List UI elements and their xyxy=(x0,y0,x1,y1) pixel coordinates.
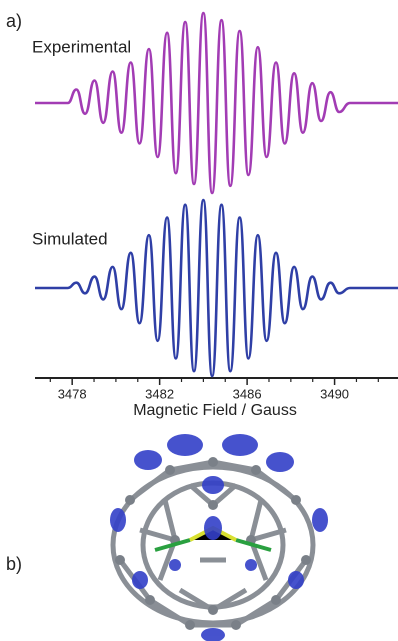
x-tick-label: 3490 xyxy=(320,386,349,401)
figure: a) b) xyxy=(0,0,398,641)
spectrum-line xyxy=(35,200,398,376)
panel-label: a) xyxy=(6,11,22,31)
x-axis-title: Magnetic Field / Gauss xyxy=(133,402,297,419)
x-tick-label: 3478 xyxy=(58,386,87,401)
x-tick-label: 3486 xyxy=(233,386,262,401)
series-label: Experimental xyxy=(32,37,131,56)
molecule-rendering xyxy=(110,434,328,641)
x-tick-label: 3482 xyxy=(145,386,174,401)
series-label: Simulated xyxy=(32,229,108,248)
panel-label: b) xyxy=(6,554,22,574)
